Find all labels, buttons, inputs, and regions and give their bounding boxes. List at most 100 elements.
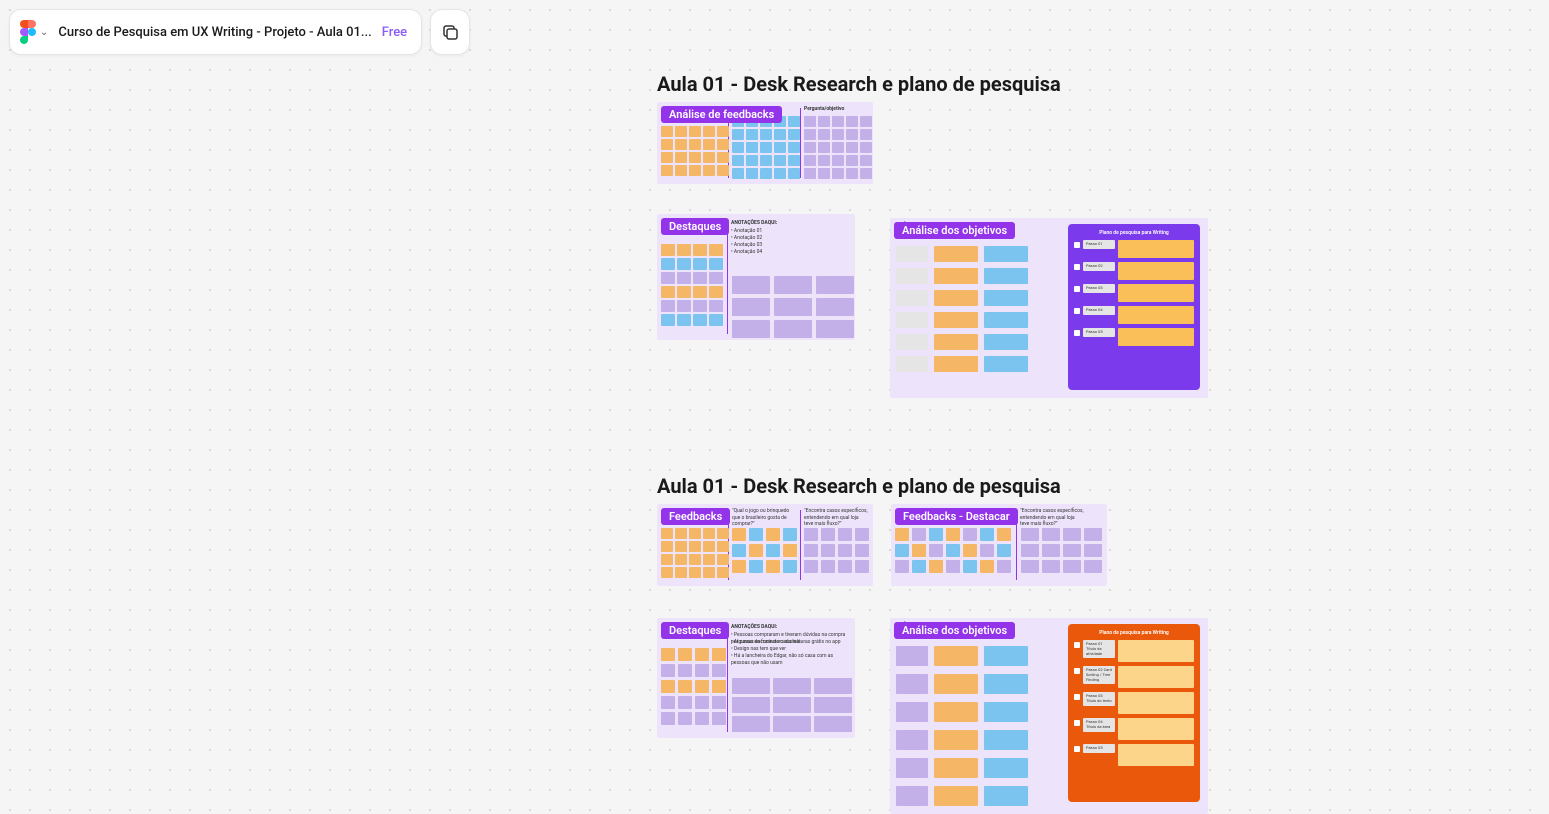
sticky-note[interactable] bbox=[1021, 560, 1039, 573]
sticky-note[interactable] bbox=[709, 314, 723, 326]
checkbox[interactable] bbox=[1074, 720, 1080, 726]
sticky-note[interactable] bbox=[661, 300, 675, 312]
sticky-note[interactable] bbox=[678, 680, 692, 693]
sticky-note[interactable] bbox=[732, 142, 744, 153]
sticky-note[interactable] bbox=[1021, 528, 1039, 541]
sticky-note[interactable] bbox=[1042, 560, 1060, 573]
sticky-note[interactable] bbox=[963, 528, 977, 541]
sticky-note[interactable] bbox=[677, 314, 691, 326]
sticky-note[interactable] bbox=[774, 142, 786, 153]
sticky-note[interactable] bbox=[912, 528, 926, 541]
objective-cell[interactable] bbox=[984, 702, 1028, 722]
checkbox[interactable] bbox=[1074, 746, 1080, 752]
card[interactable] bbox=[816, 276, 854, 294]
plan-note[interactable] bbox=[1118, 692, 1194, 714]
sticky-note[interactable] bbox=[766, 560, 780, 573]
objective-cell[interactable] bbox=[896, 334, 928, 350]
sticky-note[interactable] bbox=[846, 168, 858, 179]
sticky-note[interactable] bbox=[774, 129, 786, 140]
sticky-note[interactable] bbox=[675, 528, 687, 539]
sticky-note[interactable] bbox=[929, 560, 943, 573]
sticky-note[interactable] bbox=[846, 116, 858, 127]
objective-cell[interactable] bbox=[934, 674, 978, 694]
sticky-note[interactable] bbox=[709, 286, 723, 298]
sticky-note[interactable] bbox=[1042, 544, 1060, 557]
sticky-note[interactable] bbox=[912, 544, 926, 557]
checkbox[interactable] bbox=[1074, 242, 1080, 248]
sticky-note[interactable] bbox=[661, 126, 673, 137]
sticky-note[interactable] bbox=[695, 712, 709, 725]
sticky-note[interactable] bbox=[732, 544, 746, 557]
sticky-note[interactable] bbox=[689, 165, 701, 176]
sticky-note[interactable] bbox=[749, 560, 763, 573]
sticky-note[interactable] bbox=[788, 116, 800, 127]
objective-cell[interactable] bbox=[934, 646, 978, 666]
sticky-note[interactable] bbox=[712, 680, 726, 693]
card[interactable] bbox=[774, 320, 812, 338]
sticky-note[interactable] bbox=[675, 152, 687, 163]
sticky-note[interactable] bbox=[678, 696, 692, 709]
sticky-note[interactable] bbox=[766, 544, 780, 557]
sticky-note[interactable] bbox=[980, 560, 994, 573]
sticky-note[interactable] bbox=[678, 648, 692, 661]
sticky-note[interactable] bbox=[788, 155, 800, 166]
sticky-note[interactable] bbox=[675, 165, 687, 176]
objective-cell[interactable] bbox=[896, 646, 928, 666]
objective-cell[interactable] bbox=[984, 334, 1028, 350]
sticky-note[interactable] bbox=[997, 528, 1011, 541]
plan-note[interactable] bbox=[1118, 328, 1194, 346]
objective-cell[interactable] bbox=[896, 758, 928, 778]
objective-cell[interactable] bbox=[934, 786, 978, 806]
card[interactable] bbox=[774, 298, 812, 316]
sticky-note[interactable] bbox=[804, 116, 816, 127]
sticky-note[interactable] bbox=[818, 155, 830, 166]
sticky-note[interactable] bbox=[980, 544, 994, 557]
sticky-note[interactable] bbox=[709, 300, 723, 312]
sticky-note[interactable] bbox=[661, 664, 675, 677]
sticky-note[interactable] bbox=[946, 528, 960, 541]
sticky-note[interactable] bbox=[838, 560, 852, 573]
sticky-note[interactable] bbox=[860, 168, 872, 179]
sticky-note[interactable] bbox=[804, 155, 816, 166]
sticky-note[interactable] bbox=[661, 272, 675, 284]
objective-cell[interactable] bbox=[934, 702, 978, 722]
sticky-note[interactable] bbox=[860, 116, 872, 127]
sticky-note[interactable] bbox=[661, 244, 675, 256]
sticky-note[interactable] bbox=[980, 528, 994, 541]
objective-cell[interactable] bbox=[984, 674, 1028, 694]
sticky-note[interactable] bbox=[661, 541, 673, 552]
plan-note[interactable] bbox=[1118, 718, 1194, 740]
sticky-note[interactable] bbox=[732, 129, 744, 140]
card[interactable] bbox=[814, 697, 852, 713]
sticky-note[interactable] bbox=[689, 567, 701, 578]
sticky-note[interactable] bbox=[1084, 544, 1102, 557]
card[interactable] bbox=[732, 320, 770, 338]
sticky-note[interactable] bbox=[717, 165, 729, 176]
sticky-note[interactable] bbox=[717, 139, 729, 150]
card[interactable] bbox=[732, 276, 770, 294]
objective-cell[interactable] bbox=[934, 312, 978, 328]
sticky-note[interactable] bbox=[693, 286, 707, 298]
sticky-note[interactable] bbox=[1084, 528, 1102, 541]
sticky-note[interactable] bbox=[661, 258, 675, 270]
sticky-note[interactable] bbox=[717, 554, 729, 565]
sticky-note[interactable] bbox=[693, 272, 707, 284]
plan-note[interactable] bbox=[1118, 284, 1194, 302]
figma-frame[interactable]: Feedbacks"Qual o jogo ou brinquedo que o… bbox=[657, 504, 873, 586]
sticky-note[interactable] bbox=[804, 544, 818, 557]
sticky-note[interactable] bbox=[818, 116, 830, 127]
objective-cell[interactable] bbox=[896, 674, 928, 694]
sticky-note[interactable] bbox=[846, 155, 858, 166]
sticky-note[interactable] bbox=[838, 528, 852, 541]
sticky-note[interactable] bbox=[912, 560, 926, 573]
objective-cell[interactable] bbox=[984, 290, 1028, 306]
checkbox[interactable] bbox=[1074, 308, 1080, 314]
sticky-note[interactable] bbox=[689, 528, 701, 539]
sticky-note[interactable] bbox=[832, 168, 844, 179]
sticky-note[interactable] bbox=[860, 155, 872, 166]
sticky-note[interactable] bbox=[709, 272, 723, 284]
sticky-note[interactable] bbox=[712, 696, 726, 709]
sticky-note[interactable] bbox=[675, 554, 687, 565]
sticky-note[interactable] bbox=[712, 712, 726, 725]
sticky-note[interactable] bbox=[804, 129, 816, 140]
